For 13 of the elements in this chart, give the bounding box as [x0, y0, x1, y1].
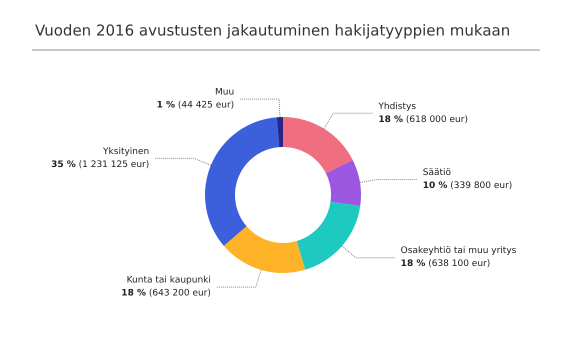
slice-label: Muu: [215, 88, 234, 98]
data-label: 1 % (44 425 eur): [156, 100, 234, 111]
slice-label: Osakeyhtiö tai muu yritys: [400, 246, 517, 256]
data-label: 18 % (643 200 eur): [121, 288, 211, 299]
slice-label: Yhdistys: [377, 102, 416, 112]
data-label: 35 % (1 231 125 eur): [51, 160, 150, 170]
slice-label: Kunta tai kaupunki: [126, 276, 211, 286]
data-label: 10 % (339 800 eur): [422, 180, 512, 191]
data-label: 18 % (618 000 eur): [378, 114, 468, 125]
data-label: 18 % (638 100 eur): [400, 259, 490, 270]
slice-label: Säätiö: [422, 168, 452, 178]
slice-label: Yksityinen: [102, 146, 150, 157]
chart-title: Vuoden 2016 avustusten jakautuminen hakijatyyppien mukaan: [35, 22, 510, 40]
